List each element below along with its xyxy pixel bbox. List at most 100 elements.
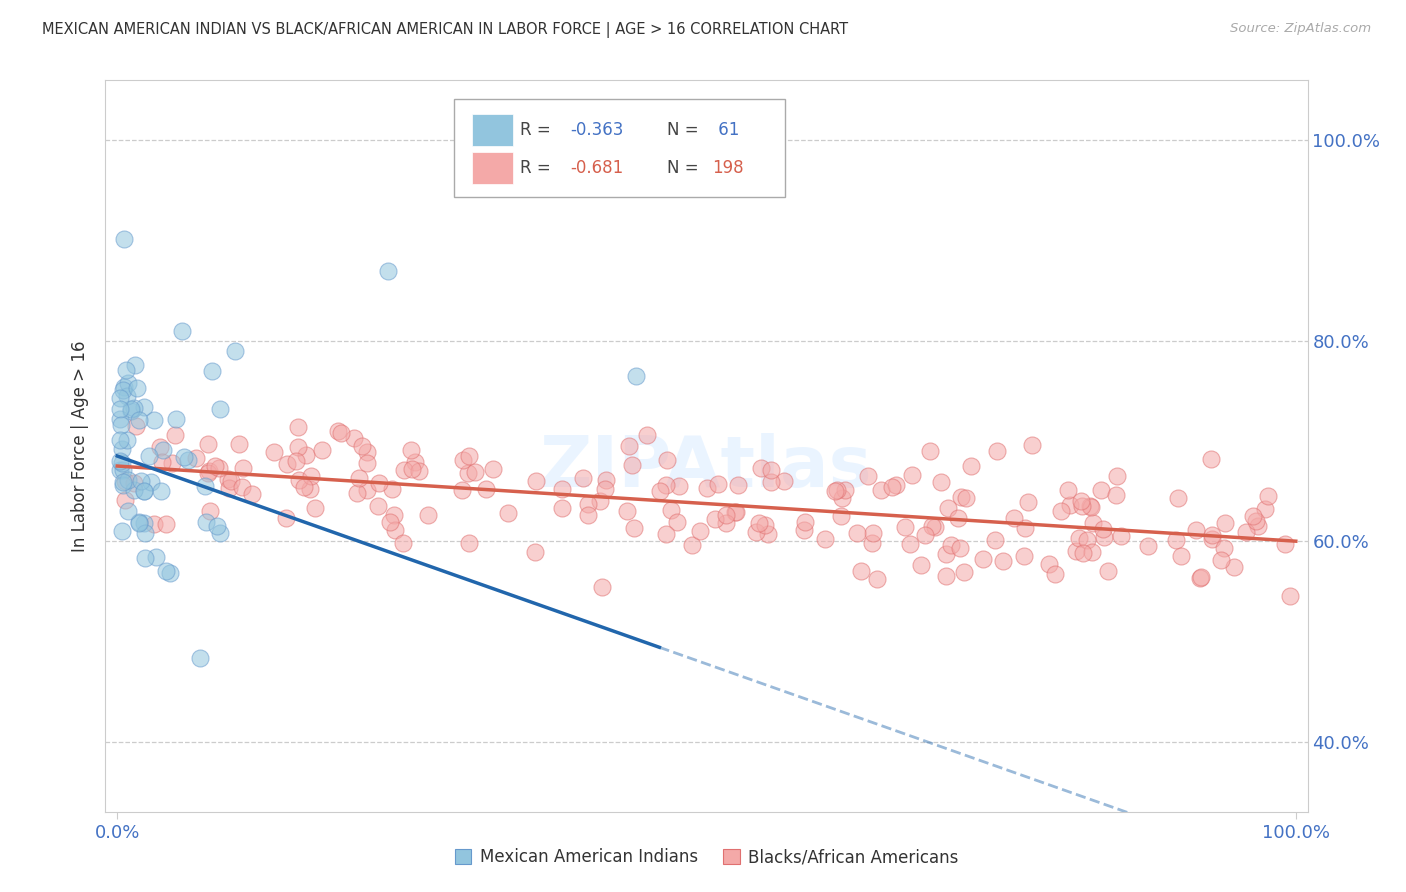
- Point: [117, 389, 139, 403]
- Point: [986, 444, 1008, 458]
- Point: [1017, 495, 1039, 509]
- Point: [451, 453, 474, 467]
- Point: [793, 515, 815, 529]
- Point: [367, 475, 389, 490]
- Point: [703, 511, 725, 525]
- Point: [724, 505, 747, 519]
- Point: [893, 520, 915, 534]
- Point: [122, 401, 145, 415]
- Point: [274, 511, 297, 525]
- Text: ZIPAtlas: ZIPAtlas: [540, 434, 873, 502]
- Point: [898, 537, 921, 551]
- Point: [946, 510, 969, 524]
- Point: [773, 475, 796, 489]
- FancyBboxPatch shape: [472, 152, 513, 184]
- Point: [953, 566, 976, 580]
- Point: [921, 518, 943, 533]
- Point: [1201, 532, 1223, 546]
- Point: [155, 564, 177, 578]
- Text: MEXICAN AMERICAN INDIAN VS BLACK/AFRICAN AMERICAN IN LABOR FORCE | AGE > 16 CORR: MEXICAN AMERICAN INDIAN VS BLACK/AFRICAN…: [42, 22, 848, 38]
- Point: [112, 232, 135, 246]
- Point: [1213, 541, 1236, 555]
- Point: [117, 473, 139, 487]
- Point: [1167, 491, 1189, 505]
- Point: [1069, 532, 1091, 546]
- Point: [623, 521, 645, 535]
- Point: [114, 492, 136, 507]
- Point: [142, 412, 165, 426]
- Point: [457, 467, 479, 481]
- Point: [177, 453, 200, 467]
- Point: [950, 491, 973, 505]
- Point: [458, 449, 481, 463]
- Point: [882, 480, 904, 494]
- Point: [870, 483, 893, 497]
- Point: [1071, 545, 1094, 559]
- Point: [217, 472, 239, 486]
- Point: [616, 504, 638, 518]
- Point: [287, 440, 309, 454]
- Point: [1070, 494, 1092, 508]
- Point: [886, 478, 908, 492]
- Point: [655, 453, 678, 467]
- Point: [665, 515, 688, 529]
- Point: [127, 381, 149, 395]
- Text: Source: ZipAtlas.com: Source: ZipAtlas.com: [1230, 22, 1371, 36]
- Point: [1137, 539, 1160, 553]
- Point: [295, 448, 318, 462]
- Point: [134, 401, 156, 415]
- Point: [111, 383, 134, 397]
- Point: [1170, 549, 1192, 563]
- Point: [1244, 514, 1267, 528]
- Point: [831, 491, 853, 505]
- Point: [682, 538, 704, 552]
- Point: [1109, 528, 1132, 542]
- Point: [814, 532, 837, 546]
- Point: [593, 482, 616, 496]
- Point: [551, 482, 574, 496]
- Point: [128, 515, 150, 529]
- Point: [367, 499, 389, 513]
- Text: -0.363: -0.363: [571, 120, 624, 138]
- Point: [856, 468, 879, 483]
- Point: [924, 520, 946, 534]
- Point: [108, 433, 131, 447]
- Point: [138, 449, 160, 463]
- Point: [464, 465, 486, 479]
- Point: [1223, 560, 1246, 574]
- Point: [949, 541, 972, 555]
- Text: R =: R =: [520, 120, 557, 138]
- Point: [496, 506, 519, 520]
- Point: [846, 526, 869, 541]
- Point: [759, 463, 782, 477]
- Point: [152, 442, 174, 457]
- Point: [117, 434, 139, 448]
- Point: [143, 516, 166, 531]
- Point: [343, 431, 366, 445]
- Point: [1105, 488, 1128, 502]
- Point: [524, 475, 547, 489]
- Point: [1092, 530, 1115, 544]
- Point: [111, 456, 134, 470]
- Point: [276, 458, 298, 472]
- Point: [408, 464, 430, 478]
- Point: [1105, 469, 1128, 483]
- Point: [209, 402, 232, 417]
- Point: [304, 500, 326, 515]
- Point: [935, 547, 957, 561]
- Point: [1014, 549, 1036, 564]
- Point: [1059, 499, 1081, 513]
- Point: [929, 475, 952, 489]
- Point: [120, 401, 142, 416]
- Point: [111, 524, 134, 539]
- Point: [849, 564, 872, 578]
- Text: N =: N =: [666, 159, 704, 177]
- Point: [1188, 570, 1211, 584]
- Point: [955, 491, 977, 505]
- Point: [384, 523, 406, 537]
- Point: [1279, 590, 1302, 604]
- Point: [352, 439, 374, 453]
- Point: [938, 501, 960, 516]
- Point: [346, 486, 368, 500]
- Point: [208, 461, 231, 475]
